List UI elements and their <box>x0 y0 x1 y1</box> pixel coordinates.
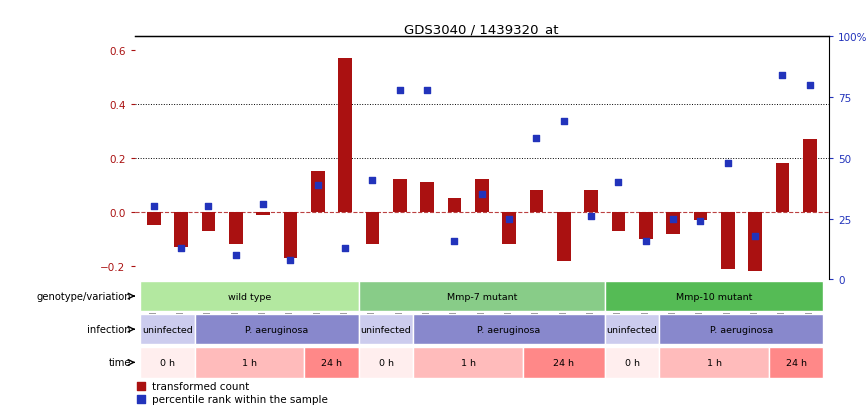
Text: genotype/variation: genotype/variation <box>36 291 131 301</box>
Text: 24 h: 24 h <box>786 358 806 367</box>
Bar <box>769 347 824 377</box>
Bar <box>605 347 660 377</box>
Text: P. aeruginosa: P. aeruginosa <box>245 325 308 334</box>
Bar <box>311 172 325 212</box>
Point <box>420 87 434 94</box>
Point <box>475 192 489 198</box>
Text: Mmp-10 mutant: Mmp-10 mutant <box>676 292 753 301</box>
Point <box>538 220 552 227</box>
Point <box>448 237 462 244</box>
Text: 24 h: 24 h <box>553 358 575 367</box>
Bar <box>393 180 406 212</box>
Bar <box>605 281 824 311</box>
Point <box>256 201 270 208</box>
Text: wild type: wild type <box>227 292 271 301</box>
Bar <box>448 199 461 212</box>
Bar <box>420 183 434 212</box>
Point <box>393 87 407 94</box>
Bar <box>776 164 789 212</box>
Bar <box>413 314 605 344</box>
Bar <box>358 347 413 377</box>
Bar <box>304 347 358 377</box>
Bar <box>140 347 194 377</box>
Point <box>666 216 680 223</box>
Bar <box>339 59 352 212</box>
Text: uninfected: uninfected <box>361 325 411 334</box>
Bar <box>475 180 489 212</box>
Text: infection: infection <box>88 324 131 335</box>
Text: P. aeruginosa: P. aeruginosa <box>477 325 541 334</box>
Bar <box>612 212 625 231</box>
Text: 0 h: 0 h <box>625 358 640 367</box>
Point <box>174 245 188 252</box>
Bar <box>140 314 194 344</box>
Bar <box>140 281 358 311</box>
Text: uninfected: uninfected <box>607 325 657 334</box>
Text: 0 h: 0 h <box>160 358 174 367</box>
Bar <box>529 191 543 212</box>
Bar <box>413 347 523 377</box>
Point <box>748 233 762 240</box>
Title: GDS3040 / 1439320_at: GDS3040 / 1439320_at <box>404 23 559 36</box>
Bar <box>523 347 605 377</box>
Bar <box>584 191 598 212</box>
Bar <box>667 212 680 234</box>
Bar <box>721 212 734 269</box>
Point <box>284 257 298 263</box>
Bar <box>256 212 270 215</box>
Bar <box>284 212 297 258</box>
Point <box>584 214 598 220</box>
Point <box>502 216 516 223</box>
Bar <box>660 347 769 377</box>
Point <box>365 177 379 184</box>
Bar <box>358 314 413 344</box>
Bar <box>194 314 358 344</box>
Point <box>556 119 570 126</box>
Point <box>639 237 653 244</box>
Text: 24 h: 24 h <box>321 358 342 367</box>
Text: 0 h: 0 h <box>378 358 393 367</box>
Bar <box>358 281 605 311</box>
Text: uninfected: uninfected <box>142 325 193 334</box>
Bar <box>194 347 304 377</box>
Point <box>229 252 243 259</box>
Point <box>311 182 325 188</box>
Text: percentile rank within the sample: percentile rank within the sample <box>152 394 328 404</box>
Point <box>720 160 734 166</box>
Bar <box>365 212 379 245</box>
Bar <box>174 212 187 247</box>
Text: transformed count: transformed count <box>152 381 249 391</box>
Text: P. aeruginosa: P. aeruginosa <box>710 325 773 334</box>
Point <box>775 73 789 79</box>
Point <box>201 204 215 210</box>
Bar <box>229 212 242 245</box>
Point <box>147 204 161 210</box>
Text: Mmp-7 mutant: Mmp-7 mutant <box>446 292 517 301</box>
Bar <box>639 212 653 240</box>
Text: time: time <box>108 358 131 368</box>
Bar <box>557 212 570 261</box>
Text: 1 h: 1 h <box>461 358 476 367</box>
Bar <box>748 212 762 272</box>
Point <box>694 218 707 225</box>
Point <box>538 337 552 344</box>
Point <box>529 136 543 142</box>
Bar <box>605 314 660 344</box>
Text: 1 h: 1 h <box>242 358 257 367</box>
Bar <box>201 212 215 231</box>
Text: 1 h: 1 h <box>707 358 721 367</box>
Point <box>803 82 817 89</box>
Point <box>339 245 352 252</box>
Bar <box>694 212 707 221</box>
Bar <box>660 314 824 344</box>
Bar <box>147 212 161 226</box>
Bar <box>503 212 516 245</box>
Point <box>611 179 625 186</box>
Bar <box>803 140 817 212</box>
